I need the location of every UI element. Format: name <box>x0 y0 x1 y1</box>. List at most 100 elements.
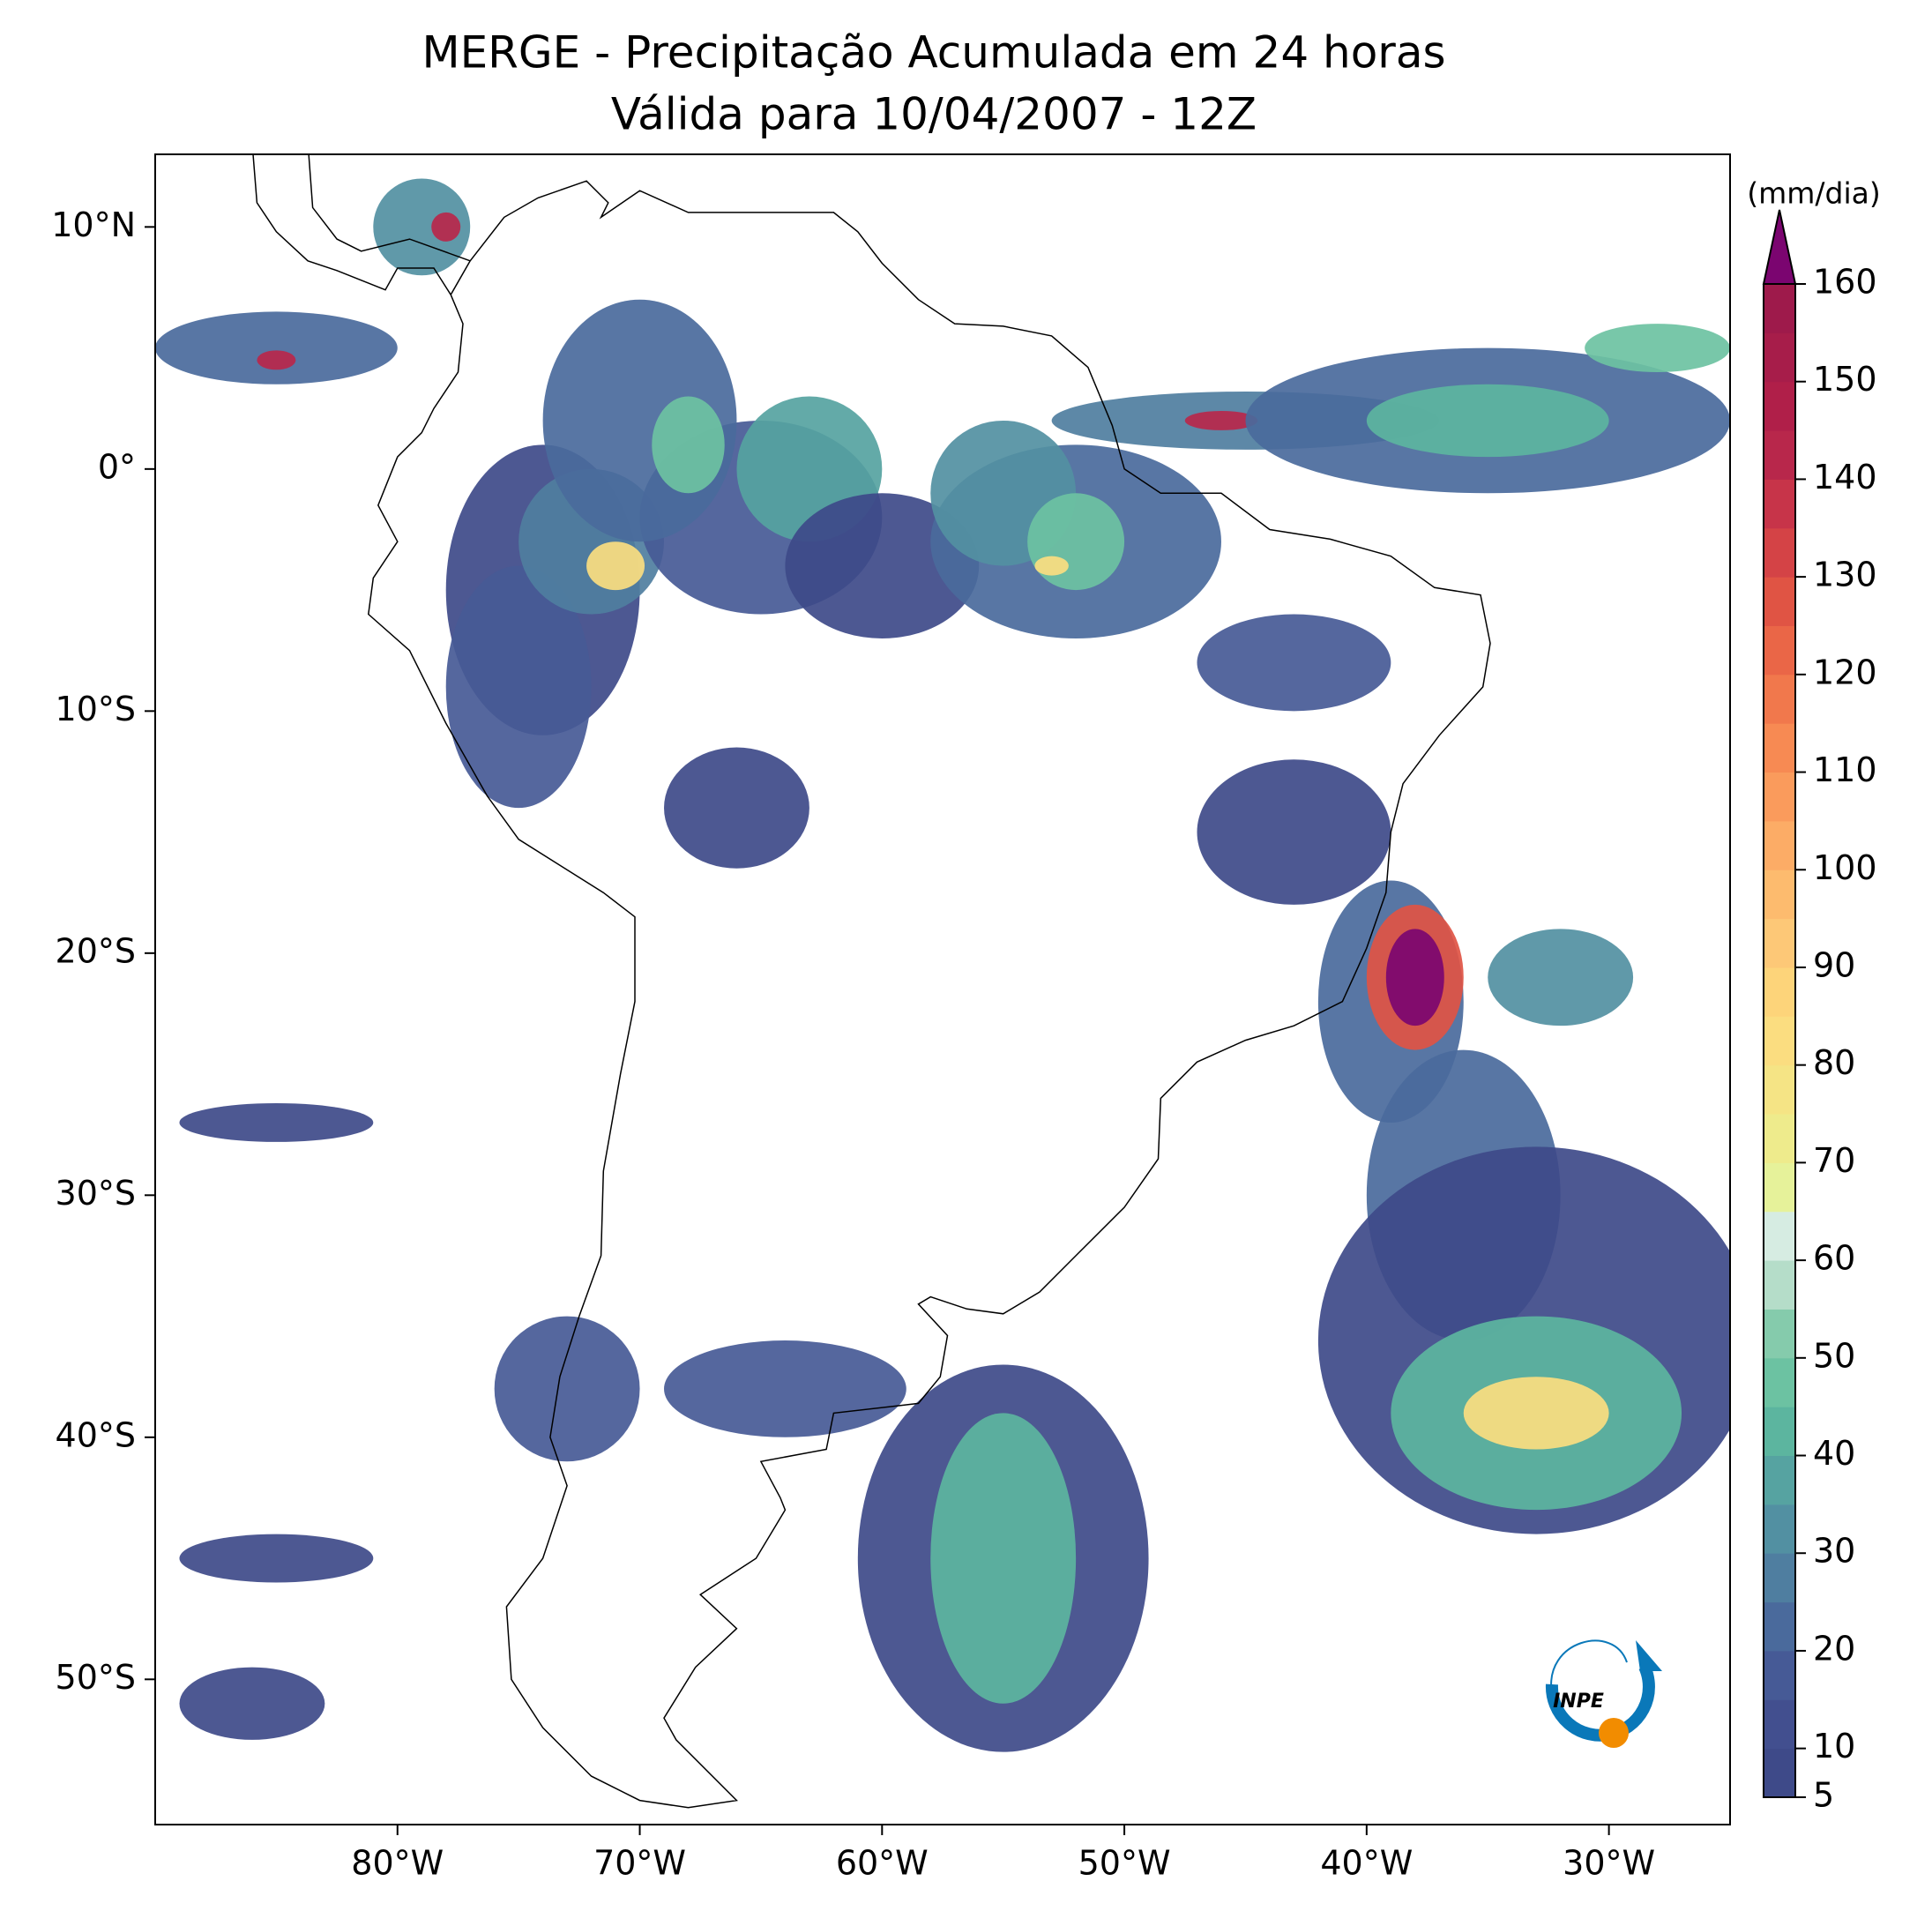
colorbar-band <box>1764 381 1795 431</box>
colorbar-band <box>1764 1748 1795 1798</box>
precip-area <box>155 311 398 384</box>
precip-area <box>1197 614 1391 712</box>
logo-text: INPE <box>1553 1691 1604 1713</box>
colorbar-band <box>1764 625 1795 676</box>
colorbar-tick-label: 130 <box>1813 556 1877 594</box>
colorbar-band <box>1764 1211 1795 1261</box>
colorbar-tick-label: 80 <box>1813 1043 1855 1082</box>
precip-area <box>373 178 471 276</box>
colorbar-band <box>1764 479 1795 529</box>
y-tick-label: 10°N <box>51 205 136 244</box>
precip-area <box>179 1534 374 1583</box>
precip-area <box>1027 493 1125 591</box>
colorbar-band <box>1764 772 1795 822</box>
colorbar-tick-label: 150 <box>1813 360 1877 399</box>
colorbar-tick-label: 10 <box>1813 1727 1855 1765</box>
colorbar-tick-label: 60 <box>1813 1239 1855 1278</box>
colorbar-band <box>1764 1064 1795 1115</box>
precip-area <box>930 1413 1077 1704</box>
colorbar-band <box>1764 1650 1795 1700</box>
precip-area <box>1366 384 1609 458</box>
precip-area <box>1488 929 1634 1026</box>
precip-area <box>494 1316 640 1462</box>
chart-subtitle: Válida para 10/04/2007 - 12Z <box>611 89 1257 140</box>
colorbar-band <box>1764 1553 1795 1603</box>
colorbar-band <box>1764 1114 1795 1163</box>
x-tick-label: 50°W <box>1078 1844 1171 1883</box>
colorbar-band <box>1764 527 1795 578</box>
precip-area <box>1034 556 1069 576</box>
colorbar-tick-label: 100 <box>1813 848 1877 887</box>
colorbar-band <box>1764 918 1795 968</box>
coastline <box>368 180 1491 1809</box>
colorbar-tick-label: 5 <box>1813 1776 1834 1815</box>
colorbar-tick-label: 30 <box>1813 1532 1855 1571</box>
precip-area <box>664 1340 906 1437</box>
precip-area <box>785 493 980 638</box>
logo-orbit <box>1550 1639 1628 1694</box>
x-tick-label: 30°W <box>1563 1844 1655 1883</box>
colorbar-tick-label: 70 <box>1813 1141 1855 1180</box>
colorbar-extend <box>1762 209 1797 285</box>
colorbar-band <box>1764 1407 1795 1457</box>
colorbar-label: (mm/dia) <box>1747 176 1881 211</box>
precip-area <box>1385 929 1444 1026</box>
precip-area <box>179 1667 325 1740</box>
coastline <box>252 154 471 295</box>
chart-title: MERGE - Precipitação Acumulada em 24 hor… <box>421 27 1445 78</box>
y-tick-label: 50°S <box>56 1658 136 1697</box>
colorbar-tick-label: 120 <box>1813 653 1877 691</box>
colorbar-band <box>1764 1601 1795 1652</box>
colorbar-band <box>1764 723 1795 773</box>
precip-area <box>1585 324 1730 373</box>
colorbar-band <box>1764 284 1795 333</box>
y-tick-label: 30°S <box>56 1174 136 1213</box>
precip-area <box>1184 410 1258 430</box>
coastline-layer <box>252 154 1491 1809</box>
colorbar-band <box>1764 1309 1795 1359</box>
colorbar-band <box>1764 1504 1795 1554</box>
logo-arrow <box>1636 1640 1662 1671</box>
logo-dot <box>1599 1718 1629 1748</box>
precip-area <box>586 541 645 591</box>
precip-area <box>1197 759 1391 905</box>
x-tick-label: 80°W <box>351 1844 444 1883</box>
colorbar-band <box>1764 430 1795 480</box>
colorbar-band <box>1764 1162 1795 1213</box>
precip-area <box>1463 1377 1609 1450</box>
colorbar-tick-label: 110 <box>1813 750 1877 789</box>
colorbar-band <box>1764 1260 1795 1310</box>
y-tick-label: 40°S <box>56 1415 136 1454</box>
map-frame <box>154 153 1731 1825</box>
precip-field <box>155 178 1730 1752</box>
precip-area <box>664 747 809 869</box>
precip-area <box>445 565 592 809</box>
precip-area <box>652 396 725 494</box>
colorbar-band <box>1764 332 1795 383</box>
logo: INPE <box>1545 1639 1662 1748</box>
colorbar-band <box>1764 1016 1795 1066</box>
precip-area <box>431 212 461 242</box>
colorbar-band <box>1764 820 1795 870</box>
precip-area <box>179 1103 374 1142</box>
colorbar-tick-label: 140 <box>1813 458 1877 496</box>
y-tick-label: 0° <box>98 447 136 486</box>
x-tick-label: 40°W <box>1320 1844 1413 1883</box>
colorbar-band <box>1764 967 1795 1017</box>
y-tick-label: 10°S <box>56 690 136 728</box>
x-tick-label: 60°W <box>836 1844 929 1883</box>
colorbar-tick-label: 50 <box>1813 1336 1855 1375</box>
y-tick-label: 20°S <box>56 931 136 970</box>
colorbar-band <box>1764 870 1795 920</box>
colorbar-tick-label: 40 <box>1813 1434 1855 1473</box>
colorbar-frame <box>1763 284 1796 1798</box>
colorbar-band <box>1764 577 1795 626</box>
colorbar-band <box>1764 1455 1795 1505</box>
precip-area <box>257 350 296 370</box>
colorbar-band <box>1764 1357 1795 1407</box>
x-tick-label: 70°W <box>593 1844 686 1883</box>
colorbar-band <box>1764 674 1795 724</box>
colorbar-band <box>1764 1699 1795 1750</box>
